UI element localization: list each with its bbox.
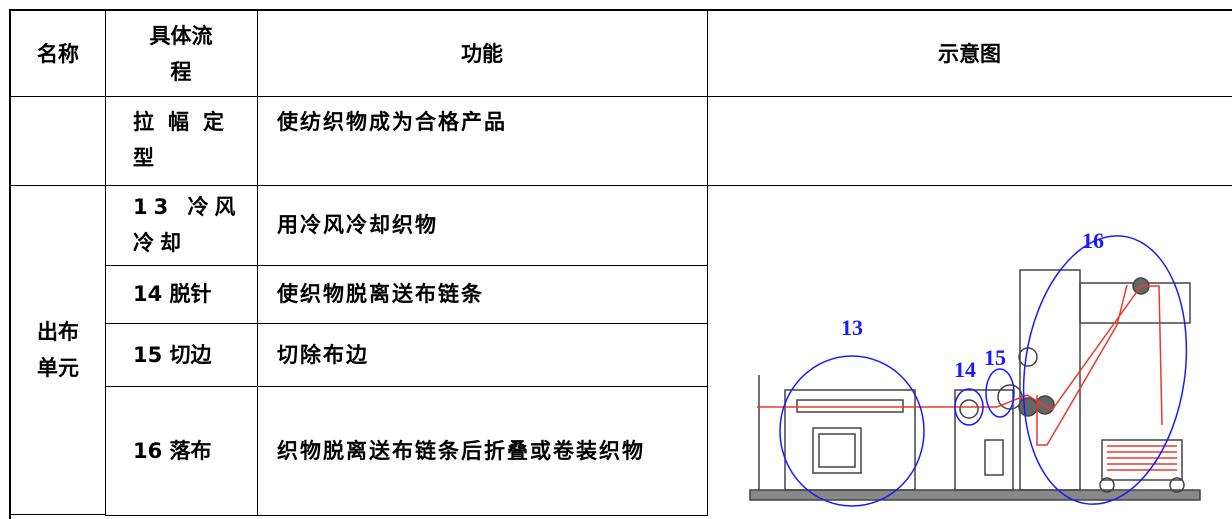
step-cell: 13 冷风冷却 xyxy=(105,185,258,266)
callout-label: 13 xyxy=(841,315,863,340)
table-frame xyxy=(9,9,1232,519)
floor xyxy=(749,489,1201,501)
machine-13 xyxy=(784,389,916,491)
header-cell: 示意图 xyxy=(707,11,1232,97)
header-cell: 名称 xyxy=(11,11,106,97)
callout-ellipse xyxy=(779,355,925,507)
diagram: 13 14 15 16 xyxy=(749,228,1201,507)
group-cell: 出布单元 xyxy=(11,185,106,515)
function-cell: 用冷风冷却织物 xyxy=(257,185,708,266)
diagram-cell: 13 14 15 16 xyxy=(707,185,1232,515)
callout-ellipse xyxy=(985,368,1015,418)
header-cell: 具体流程 xyxy=(105,11,258,97)
empty-cell xyxy=(707,96,1232,186)
step-cell: 14 脱针 xyxy=(105,265,258,324)
function-cell: 使纺织物成为合格产品 xyxy=(257,96,708,186)
callout-label: 15 xyxy=(984,345,1006,370)
header-cell: 功能 xyxy=(257,11,708,97)
function-cell: 使织物脱离送布链条 xyxy=(257,265,708,324)
step-cell: 拉幅定型 xyxy=(105,96,258,186)
callout-ellipse xyxy=(1022,235,1188,505)
empty-cell xyxy=(11,96,106,186)
function-cell: 织物脱离送布链条后折叠或卷装织物 xyxy=(257,386,708,516)
callout-label: 16 xyxy=(1082,228,1104,253)
callout-label: 14 xyxy=(954,357,976,382)
machine-14-15 xyxy=(954,389,1014,491)
tower xyxy=(1019,269,1081,491)
callout-ellipse xyxy=(954,388,984,426)
function-cell: 切除布边 xyxy=(257,323,708,387)
step-cell: 15 切边 xyxy=(105,323,258,387)
step-cell: 16 落布 xyxy=(105,386,258,516)
